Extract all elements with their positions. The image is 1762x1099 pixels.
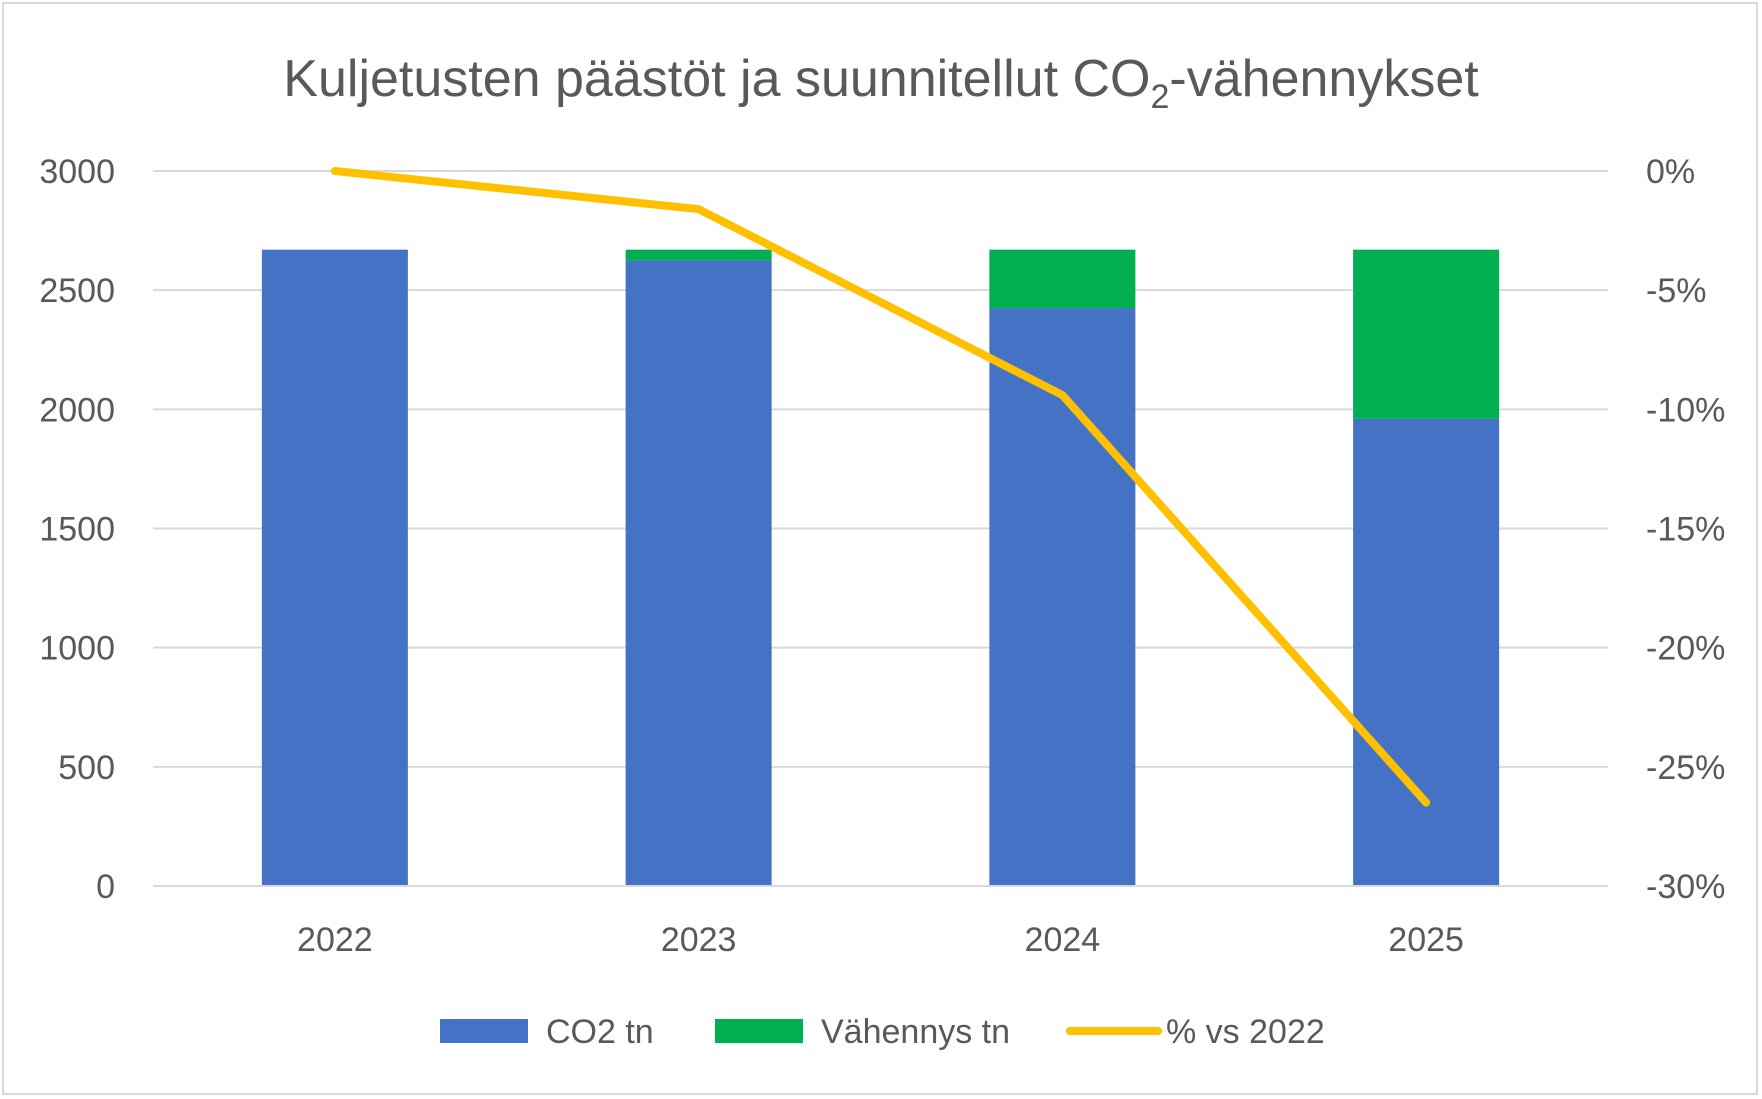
right-axis: -30% -25% -20% -15% -10% -5% 0% <box>1646 153 1725 906</box>
bar-co2-2023 <box>625 260 772 886</box>
bar-reduction-2025 <box>1353 249 1500 419</box>
x-tick-label: 2022 <box>297 921 373 959</box>
x-axis: 2022 2023 2024 2025 <box>153 885 1608 959</box>
left-tick-label: 1500 <box>39 511 115 549</box>
x-tick-label: 2025 <box>1388 921 1464 959</box>
legend-swatch-0 <box>440 1019 528 1043</box>
bar-co2-2025 <box>1353 418 1500 886</box>
x-tick-label: 2024 <box>1025 921 1101 959</box>
percent-line <box>330 167 1431 807</box>
left-tick-label: 2500 <box>39 272 115 310</box>
legend-label: Vähennys tn <box>821 1013 1010 1051</box>
left-axis: 0 500 1000 1500 2000 2500 3000 <box>39 153 115 906</box>
right-tick-label: -25% <box>1646 749 1725 787</box>
right-tick-label: -20% <box>1646 630 1725 668</box>
bar-co2-2022 <box>261 249 408 886</box>
right-tick-label: -5% <box>1646 272 1706 310</box>
right-tick-label: -15% <box>1646 511 1725 549</box>
chart-title: Kuljetusten päästöt ja suunnitellut CO2-… <box>283 50 1479 116</box>
left-tick-label: 3000 <box>39 153 115 191</box>
left-tick-label: 500 <box>58 749 115 787</box>
legend-label: % vs 2022 <box>1166 1013 1325 1051</box>
legend-swatch-1 <box>715 1019 803 1043</box>
left-tick-label: 0 <box>96 868 115 906</box>
right-tick-label: -10% <box>1646 391 1725 429</box>
legend-label: CO2 tn <box>546 1013 654 1051</box>
right-tick-label: 0% <box>1646 153 1695 191</box>
right-tick-label: -30% <box>1646 868 1725 906</box>
legend: CO2 tn Vähennys tn % vs 2022 <box>440 1013 1325 1051</box>
percent-series-line <box>330 167 1431 807</box>
left-tick-label: 2000 <box>39 391 115 429</box>
left-tick-label: 1000 <box>39 630 115 668</box>
bar-reduction-2023 <box>625 249 772 261</box>
bar-co2-2024 <box>989 308 1136 887</box>
bars <box>261 249 1500 887</box>
bar-reduction-2024 <box>989 249 1136 309</box>
x-tick-label: 2023 <box>661 921 737 959</box>
